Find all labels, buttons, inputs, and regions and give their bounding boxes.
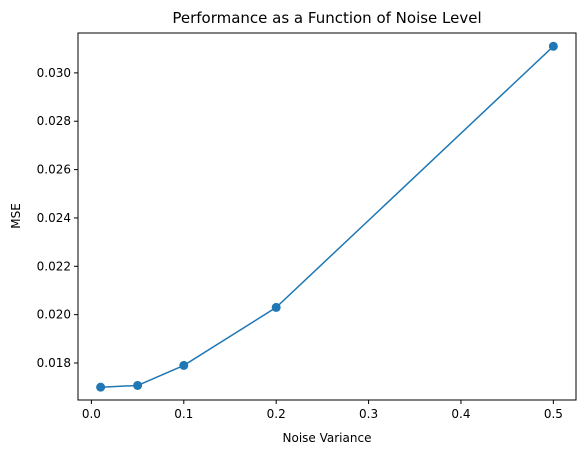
data-point xyxy=(548,41,558,51)
y-axis-label: MSE xyxy=(9,203,23,229)
y-tick-label: 0.022 xyxy=(37,259,71,273)
x-tick-label: 0.5 xyxy=(544,407,563,421)
data-point xyxy=(133,380,143,390)
chart-title: Performance as a Function of Noise Level xyxy=(172,9,481,27)
series-markers xyxy=(96,41,558,392)
data-point xyxy=(271,302,281,312)
x-tick-label: 0.4 xyxy=(451,407,470,421)
x-axis-label: Noise Variance xyxy=(283,431,372,445)
y-tick-label: 0.026 xyxy=(37,163,71,177)
y-tick-label: 0.024 xyxy=(37,211,71,225)
x-tick-label: 0.2 xyxy=(267,407,286,421)
x-tick-label: 0.1 xyxy=(174,407,193,421)
series-line xyxy=(100,45,554,388)
x-axis-ticks: 0.0 0.1 0.2 0.3 0.4 0.5 xyxy=(82,400,563,421)
data-point xyxy=(179,360,189,370)
y-tick-label: 0.028 xyxy=(37,114,71,128)
x-tick-label: 0.3 xyxy=(359,407,378,421)
y-tick-label: 0.020 xyxy=(37,308,71,322)
plot-frame xyxy=(77,32,577,401)
y-tick-label: 0.018 xyxy=(37,356,71,370)
data-point xyxy=(96,382,106,392)
y-axis-ticks: 0.018 0.020 0.022 0.024 0.026 0.028 0.030 xyxy=(37,66,78,370)
y-tick-label: 0.030 xyxy=(37,66,71,80)
x-tick-label: 0.0 xyxy=(82,407,101,421)
